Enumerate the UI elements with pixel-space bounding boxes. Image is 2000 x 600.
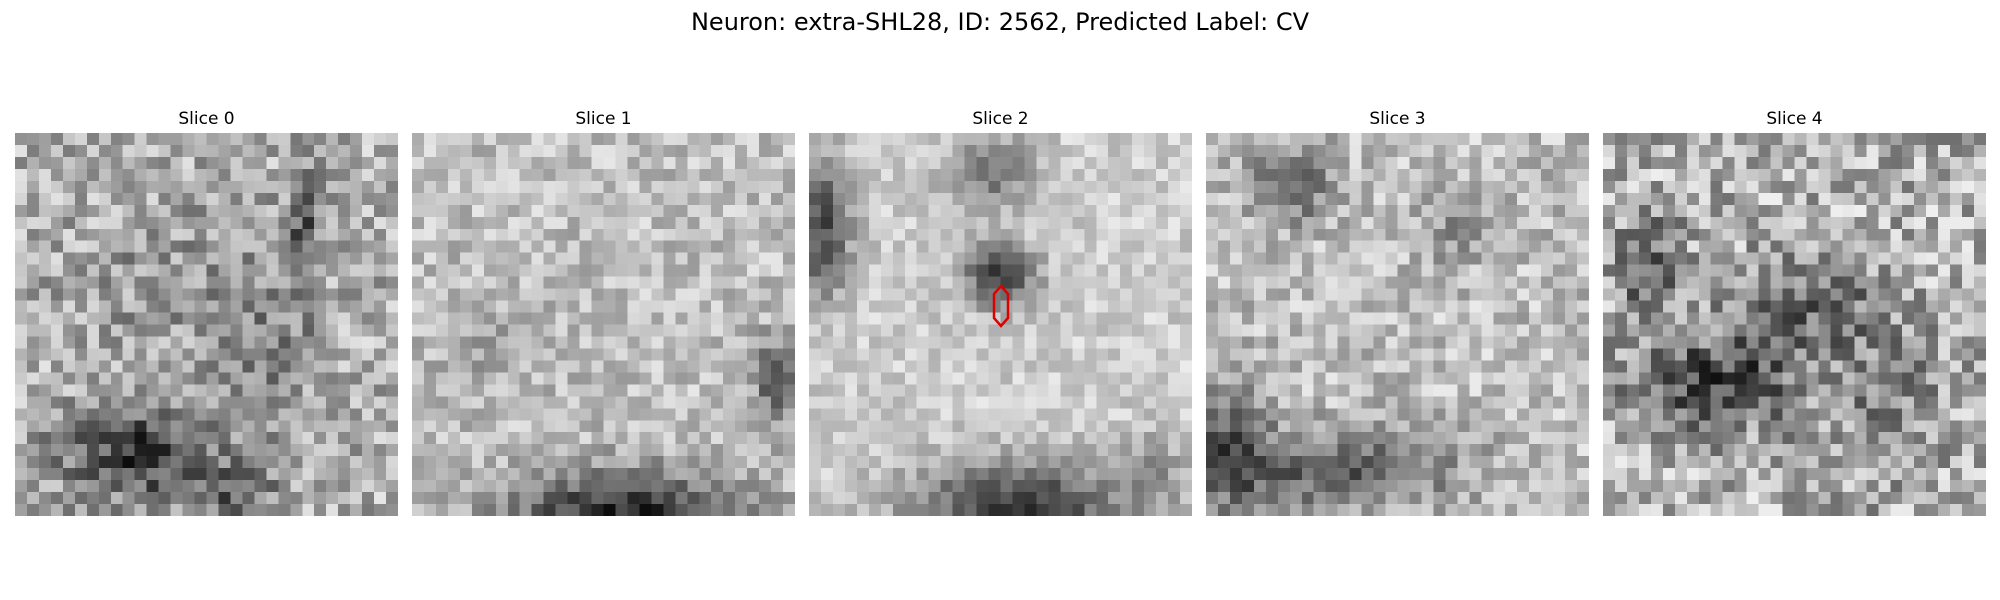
slice-panel-0: Slice 0	[15, 108, 398, 516]
slice-image-1	[412, 133, 795, 516]
slice-title-2: Slice 2	[972, 109, 1029, 129]
slice-title-3: Slice 3	[1369, 109, 1426, 129]
slice-title-0: Slice 0	[178, 109, 235, 129]
slice-image-0	[15, 133, 398, 516]
slice-title-1: Slice 1	[575, 109, 632, 129]
slice-title-4: Slice 4	[1766, 109, 1823, 129]
slice-image-2	[809, 133, 1192, 516]
slice-image-3	[1206, 133, 1589, 516]
figure-title: Neuron: extra-SHL28, ID: 2562, Predicted…	[690, 8, 1310, 36]
slice-panel-1: Slice 1	[412, 108, 795, 516]
slice-panel-3: Slice 3	[1206, 108, 1589, 516]
slice-image-4	[1603, 133, 1986, 516]
slice-panel-2: Slice 2	[809, 108, 1192, 516]
slice-panel-4: Slice 4	[1603, 108, 1986, 516]
